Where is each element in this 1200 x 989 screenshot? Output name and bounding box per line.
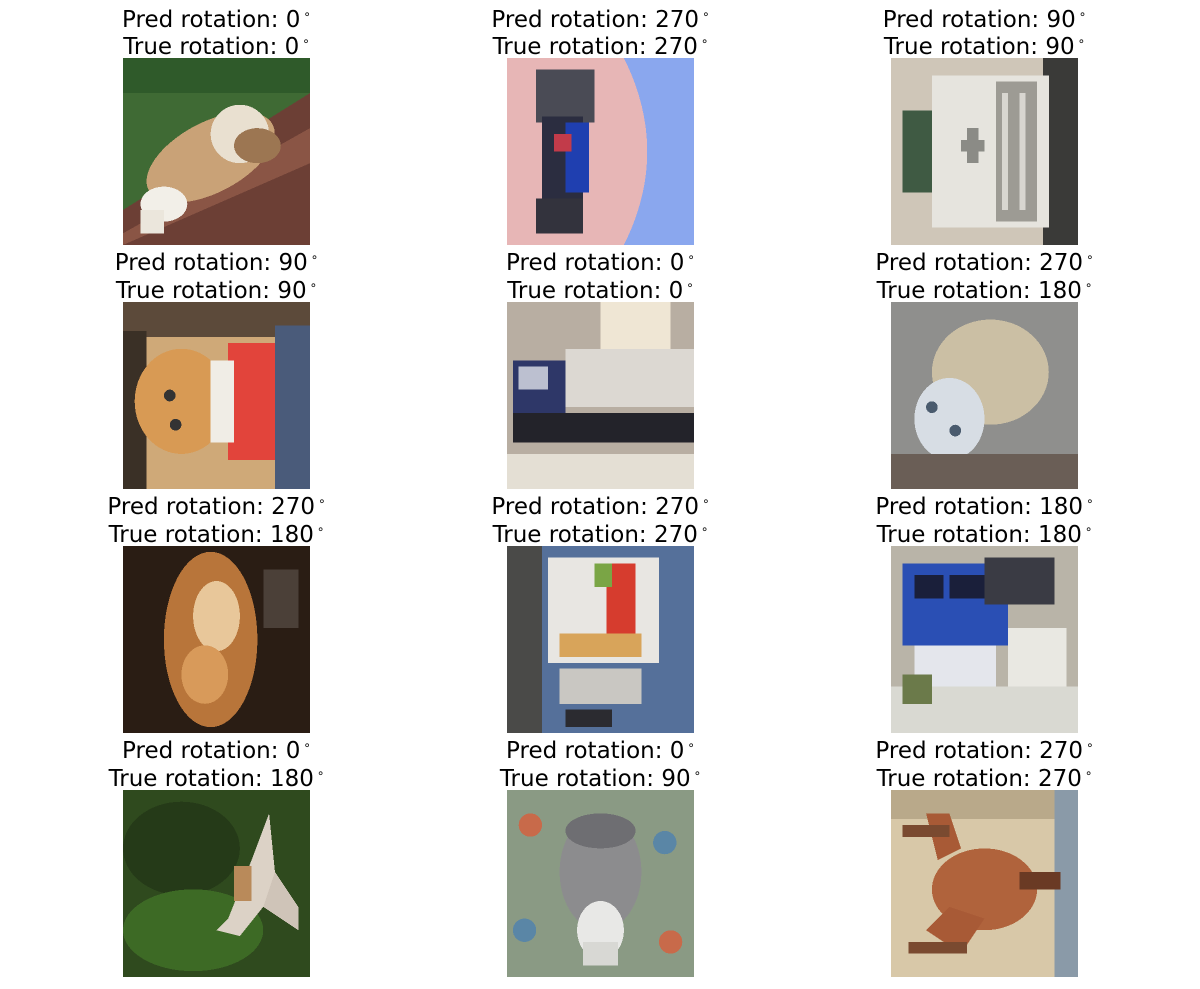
panel-9: Pred rotation: 180 ∘ True rotation: 180 ∘ <box>875 487 1094 733</box>
pred-label: Pred rotation: 270 ∘ <box>491 494 710 520</box>
image-tile <box>891 302 1078 489</box>
panel-10: Pred rotation: 0 ∘ True rotation: 180 ∘ <box>109 731 324 977</box>
pred-label: Pred rotation: 0 ∘ <box>122 738 311 764</box>
true-label: True rotation: 0 ∘ <box>507 278 694 304</box>
panel-1: Pred rotation: 0 ∘ True rotation: 0 ∘ <box>122 0 311 245</box>
panel-6: Pred rotation: 270 ∘ True rotation: 180 ∘ <box>875 243 1094 489</box>
panel-12: Pred rotation: 270 ∘ True rotation: 270 ∘ <box>875 731 1094 977</box>
image-tile <box>123 302 310 489</box>
image-tile <box>507 546 694 733</box>
panel-4: Pred rotation: 90 ∘ True rotation: 90 ∘ <box>115 243 318 489</box>
true-label: True rotation: 90 ∘ <box>883 34 1086 60</box>
pred-label: Pred rotation: 180 ∘ <box>875 494 1094 520</box>
image-tile <box>123 790 310 977</box>
true-label: True rotation: 180 ∘ <box>108 766 325 792</box>
panel-8: Pred rotation: 270 ∘ True rotation: 270 ∘ <box>491 487 710 733</box>
image-tile <box>891 58 1078 245</box>
pred-label: Pred rotation: 0 ∘ <box>122 7 311 33</box>
true-label: True rotation: 90 ∘ <box>499 766 702 792</box>
pred-label: Pred rotation: 270 ∘ <box>107 494 326 520</box>
panel-3: Pred rotation: 90 ∘ True rotation: 90 ∘ <box>883 0 1086 245</box>
panel-11: Pred rotation: 0 ∘ True rotation: 90 ∘ <box>500 731 701 977</box>
true-label: True rotation: 270 ∘ <box>492 34 709 60</box>
true-label: True rotation: 180 ∘ <box>108 522 325 548</box>
image-tile <box>123 546 310 733</box>
true-label: True rotation: 270 ∘ <box>876 766 1093 792</box>
image-tile <box>123 58 310 245</box>
pred-label: Pred rotation: 90 ∘ <box>882 7 1087 33</box>
true-label: True rotation: 270 ∘ <box>492 522 709 548</box>
true-label: True rotation: 180 ∘ <box>876 522 1093 548</box>
image-tile <box>507 790 694 977</box>
panel-2: Pred rotation: 270 ∘ True rotation: 270 ∘ <box>491 0 710 245</box>
image-tile <box>507 58 694 245</box>
pred-label: Pred rotation: 90 ∘ <box>114 250 319 276</box>
true-label: True rotation: 0 ∘ <box>123 34 310 60</box>
true-label: True rotation: 180 ∘ <box>876 278 1093 304</box>
panel-5: Pred rotation: 0 ∘ True rotation: 0 ∘ <box>506 243 695 489</box>
pred-label: Pred rotation: 270 ∘ <box>875 250 1094 276</box>
image-tile <box>891 790 1078 977</box>
pred-label: Pred rotation: 270 ∘ <box>491 7 710 33</box>
pred-label: Pred rotation: 0 ∘ <box>506 250 695 276</box>
true-label: True rotation: 90 ∘ <box>115 278 318 304</box>
image-tile <box>891 546 1078 733</box>
pred-label: Pred rotation: 270 ∘ <box>875 738 1094 764</box>
pred-label: Pred rotation: 0 ∘ <box>506 738 695 764</box>
image-tile <box>507 302 694 489</box>
panel-7: Pred rotation: 270 ∘ True rotation: 180 ∘ <box>107 487 326 733</box>
